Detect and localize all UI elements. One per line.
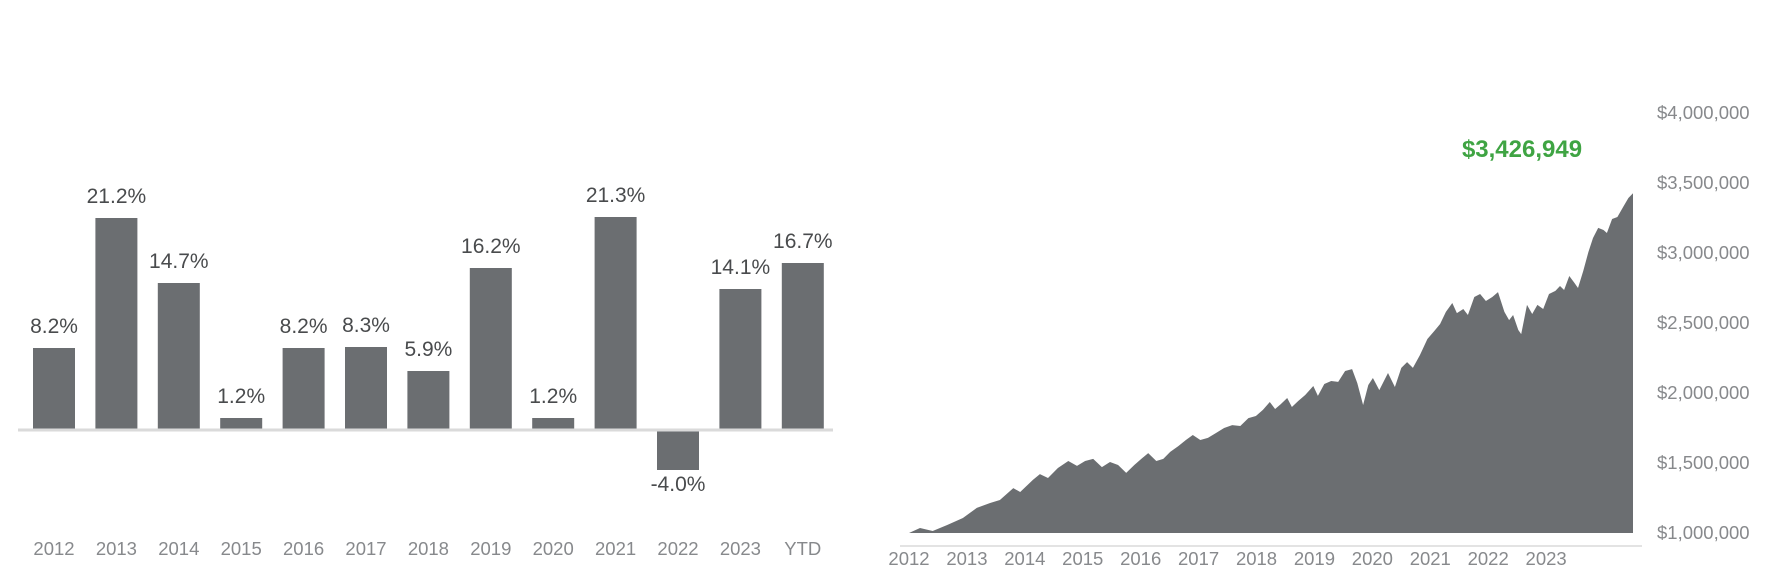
bar-2020[interactable] (532, 418, 575, 430)
x-axis-label: 2023 (720, 538, 761, 559)
bar-2023[interactable] (719, 289, 762, 430)
bar-2012[interactable] (33, 348, 75, 430)
x-axis-label: 2018 (408, 538, 449, 559)
x-axis-label: 2016 (283, 538, 324, 559)
bar-value-label: 14.1% (711, 256, 771, 279)
x-axis-label: 2013 (946, 548, 987, 569)
x-axis-label: 2016 (1120, 548, 1161, 569)
x-axis-label: 2015 (1062, 548, 1103, 569)
bar-value-label: 16.2% (461, 235, 521, 258)
bar-value-label: 16.7% (773, 230, 833, 253)
x-axis-label: 2014 (158, 538, 199, 559)
bar-YTD[interactable] (781, 263, 824, 430)
x-axis-label: 2019 (1294, 548, 1335, 569)
annual-returns-chart: 8.2% 21.2% 14.7% 1.2% 8.2% 8.3% 5.9% 16.2% 1.2% 2… (18, 184, 833, 559)
y-axis-label: $1,500,000 (1657, 452, 1750, 473)
x-axis-label: 2017 (345, 538, 386, 559)
y-axis-label: $4,000,000 (1657, 102, 1750, 123)
x-axis-line (18, 428, 833, 432)
x-axis-label: YTD (784, 538, 821, 559)
y-axis-label: $1,000,000 (1657, 522, 1750, 543)
balance-area[interactable] (909, 193, 1633, 533)
x-axis-label: 2023 (1526, 548, 1567, 569)
y-axis-label: $3,500,000 (1657, 172, 1750, 193)
bar-2022[interactable] (657, 430, 699, 470)
bar-value-label: -4.0% (651, 473, 706, 496)
bar-value-label: 8.2% (280, 315, 328, 338)
bar-value-label: 5.9% (404, 338, 452, 361)
bar-2015[interactable] (220, 418, 263, 430)
x-axis-label: 2019 (470, 538, 511, 559)
x-axis-label: 2022 (657, 538, 698, 559)
x-axis-label: 2018 (1236, 548, 1277, 569)
x-axis-label: 2021 (595, 538, 636, 559)
bar-value-label: 1.2% (529, 385, 577, 408)
bar-2017[interactable] (345, 347, 387, 430)
bar-value-label: 1.2% (217, 385, 265, 408)
x-axis-label: 2014 (1004, 548, 1045, 569)
y-axis-label: $2,500,000 (1657, 312, 1750, 333)
x-axis-label: 2017 (1178, 548, 1219, 569)
bar-2019[interactable] (469, 268, 512, 430)
x-axis-label: 2021 (1410, 548, 1451, 569)
y-axis-label: $2,000,000 (1657, 382, 1750, 403)
bar-value-label: 21.2% (87, 185, 147, 208)
portfolio-balance-chart: $4,000,000 $3,500,000 $3,000,000 $2,500,000… (888, 102, 1749, 569)
bar-value-label: 8.3% (342, 314, 390, 337)
bar-value-label: 14.7% (149, 250, 209, 273)
bar-2013[interactable] (95, 218, 138, 430)
x-axis-label: 2020 (533, 538, 574, 559)
bar-2016[interactable] (282, 348, 325, 430)
bar-value-label: 21.3% (586, 184, 646, 207)
x-axis-label: 2013 (96, 538, 137, 559)
y-axis-label: $3,000,000 (1657, 242, 1750, 263)
x-axis-line (900, 545, 1642, 547)
bar-2014[interactable] (157, 283, 200, 430)
bar-2021[interactable] (594, 217, 637, 430)
x-axis-label: 2020 (1352, 548, 1393, 569)
x-axis-label: 2022 (1468, 548, 1509, 569)
x-axis-label: 2012 (888, 548, 929, 569)
x-axis-label: 2015 (221, 538, 262, 559)
bar-value-label: 8.2% (30, 315, 78, 338)
x-axis-label: 2012 (33, 538, 74, 559)
balance-callout: $3,426,949 (1461, 136, 1583, 163)
bar-2018[interactable] (407, 371, 450, 430)
